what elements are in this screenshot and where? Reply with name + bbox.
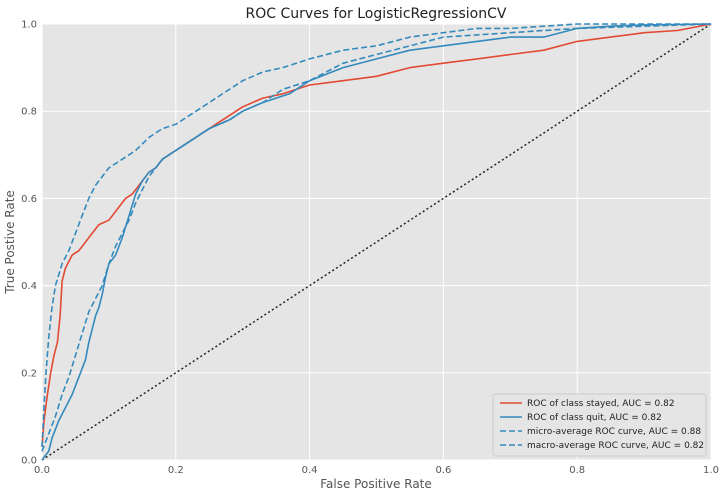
legend-box	[492, 393, 707, 457]
y-tick-label: 0.6	[21, 194, 37, 205]
legend: ROC of class stayed, AUC = 0.82 ROC of cl…	[492, 393, 707, 457]
x-tick-label: 0.2	[168, 465, 184, 476]
y-tick-label: 0.0	[21, 456, 37, 467]
roc-series-line-3	[41, 23, 712, 452]
y-tick-label: 0.4	[21, 281, 37, 292]
x-tick-label: 1.0	[703, 465, 719, 476]
legend-label: ROC of class stayed, AUC = 0.82	[527, 399, 675, 409]
y-axis-label: True Postive Rate	[3, 190, 17, 295]
x-tick-label: 0.6	[435, 465, 451, 476]
x-tick-labels: 0.0 0.2 0.4 0.6 0.8 1.0	[34, 465, 719, 476]
x-tick-label: 0.4	[302, 465, 318, 476]
legend-label: macro-average ROC curve, AUC = 0.82	[527, 441, 704, 451]
legend-label: ROC of class quit, AUC = 0.82	[527, 413, 662, 423]
x-tick-label: 0.8	[569, 465, 585, 476]
grid	[41, 23, 712, 461]
roc-series-line-1	[41, 23, 712, 461]
chart-title: ROC Curves for LogisticRegressionCV	[246, 6, 507, 22]
y-tick-label: 0.2	[21, 368, 37, 379]
y-tick-label: 1.0	[21, 20, 37, 31]
roc-series-line-2	[41, 23, 711, 447]
x-axis-label: False Positive Rate	[320, 477, 432, 491]
y-tick-labels: 0.0 0.2 0.4 0.6 0.8 1.0	[21, 20, 37, 467]
roc-curves	[41, 23, 712, 461]
y-tick-label: 0.8	[21, 107, 37, 118]
legend-label: micro-average ROC curve, AUC = 0.88	[527, 427, 701, 437]
x-tick-label: 0.0	[34, 465, 50, 476]
plot-background	[42, 24, 711, 460]
